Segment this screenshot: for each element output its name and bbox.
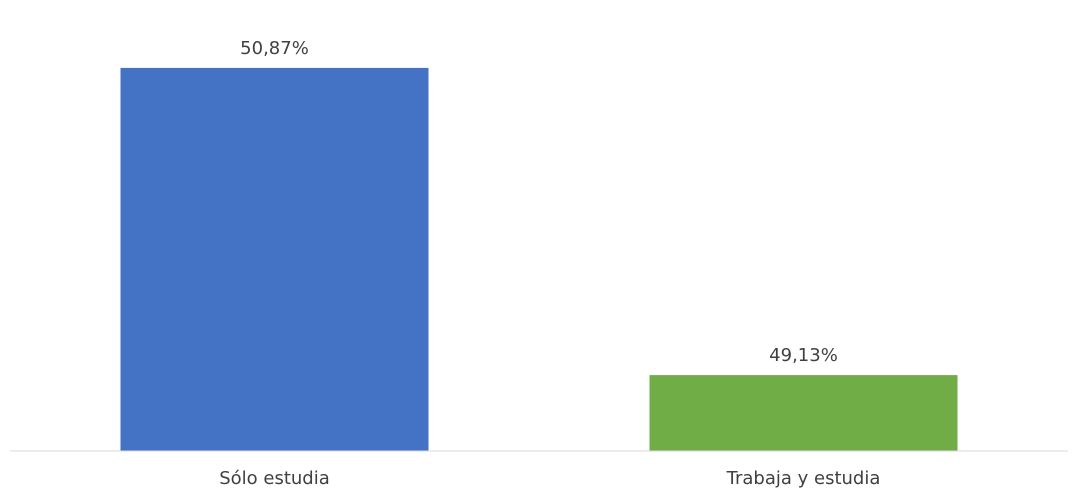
category-label-2: Trabaja y estudia xyxy=(726,468,881,489)
category-labels-group: Sólo estudia Trabaja y estudia xyxy=(219,468,880,489)
bar-2 xyxy=(649,375,958,451)
bar-1 xyxy=(120,67,429,452)
category-label-1: Sólo estudia xyxy=(219,468,330,489)
data-label-1: 50,87% xyxy=(240,38,309,59)
bars-group xyxy=(120,67,958,452)
data-label-2: 49,13% xyxy=(769,345,838,366)
data-labels-group: 50,87% 49,13% xyxy=(240,38,838,366)
